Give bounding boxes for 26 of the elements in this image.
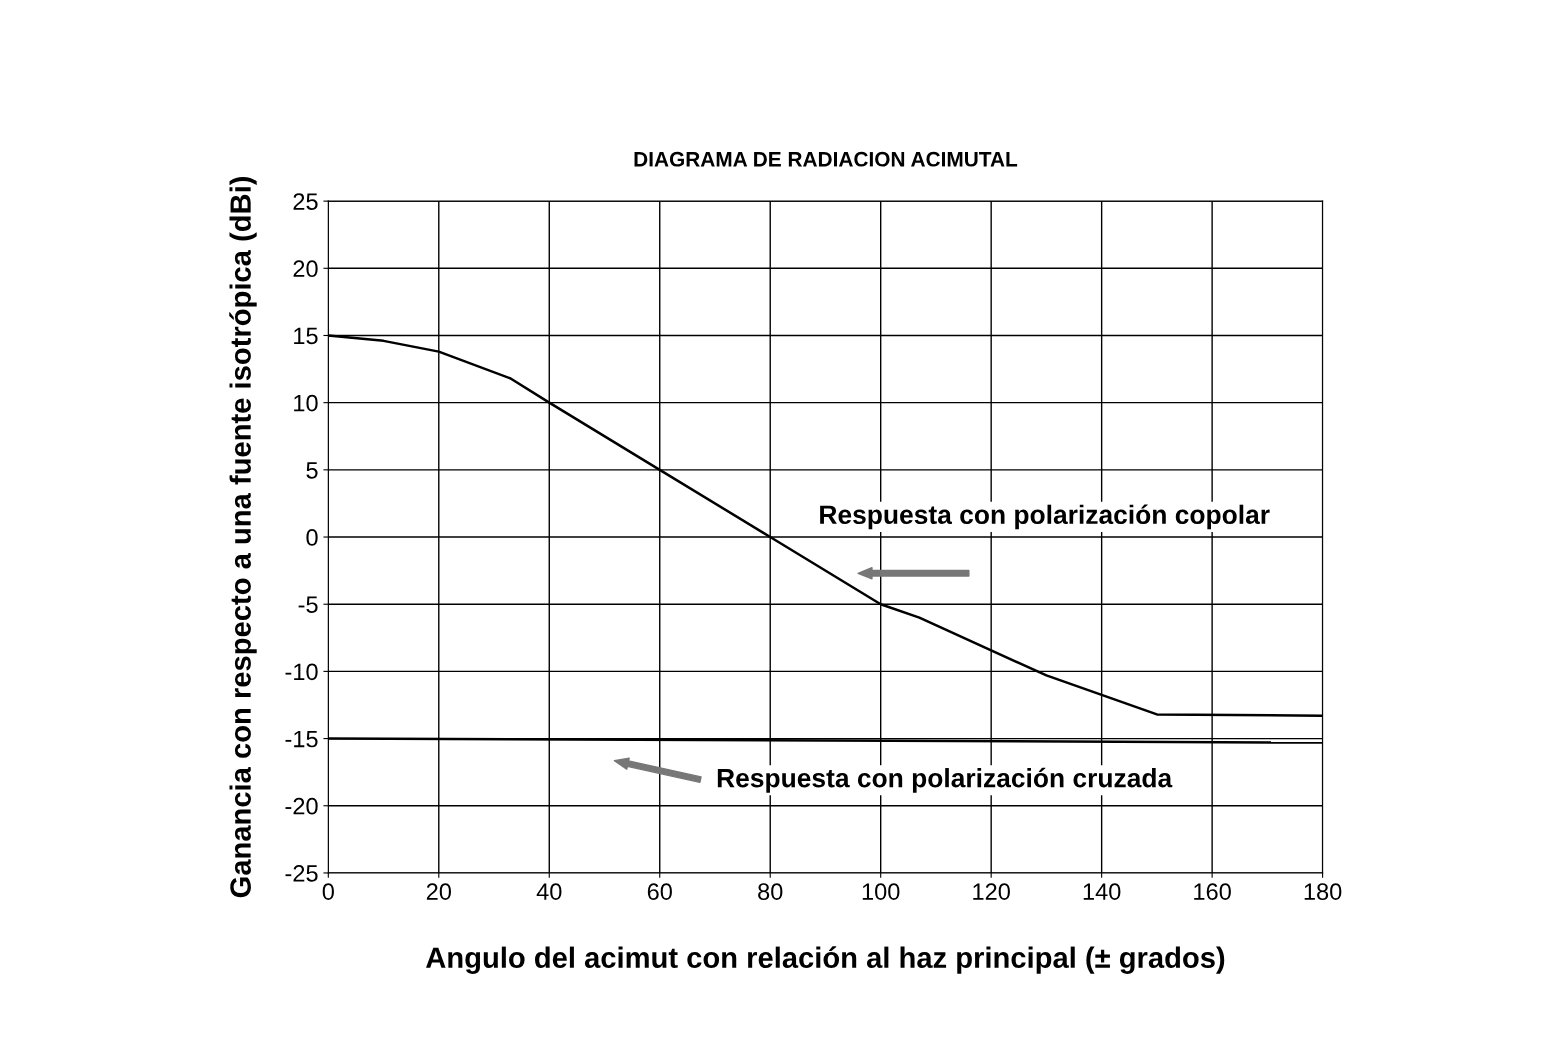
y-tick-label: -20 — [285, 797, 318, 815]
x-tick-label: 60 — [647, 883, 672, 900]
x-tick-label: 180 — [1304, 883, 1342, 900]
y-tick-label: -15 — [285, 730, 318, 748]
y-tick-label: 25 — [293, 193, 318, 210]
x-tick-label: 40 — [536, 883, 562, 900]
chart-title: DIAGRAMA DE RADIACION ACIMUTAL — [634, 151, 1018, 167]
y-tick-label: 0 — [306, 529, 318, 546]
annotation: Respuesta con polarización copolar — [820, 504, 1270, 530]
x-tick-label: 140 — [1083, 883, 1121, 900]
y-tick-label: -10 — [285, 663, 318, 681]
y-axis-title: Ganancia con respecto a una fuente isotrópica (dBi) — [229, 177, 257, 898]
annotation: Respuesta con polarización cruzada — [717, 767, 1173, 793]
y-tick-label: 20 — [293, 260, 318, 278]
x-tick-label: 20 — [426, 883, 451, 900]
x-tick-label: 0 — [322, 883, 334, 900]
x-tick-label: 80 — [758, 883, 783, 900]
x-tick-label: 120 — [973, 883, 1010, 900]
y-tick-label: 5 — [306, 462, 318, 479]
x-tick-label: 100 — [862, 883, 900, 900]
y-tick-label: -25 — [285, 865, 318, 882]
x-axis-title: Angulo del acimut con relación al haz principal (± grados) — [426, 946, 1225, 974]
x-tick-label: 160 — [1194, 883, 1231, 900]
y-tick-label: -5 — [298, 596, 318, 613]
y-tick-label: 15 — [294, 327, 318, 345]
y-tick-label: 10 — [294, 394, 318, 412]
